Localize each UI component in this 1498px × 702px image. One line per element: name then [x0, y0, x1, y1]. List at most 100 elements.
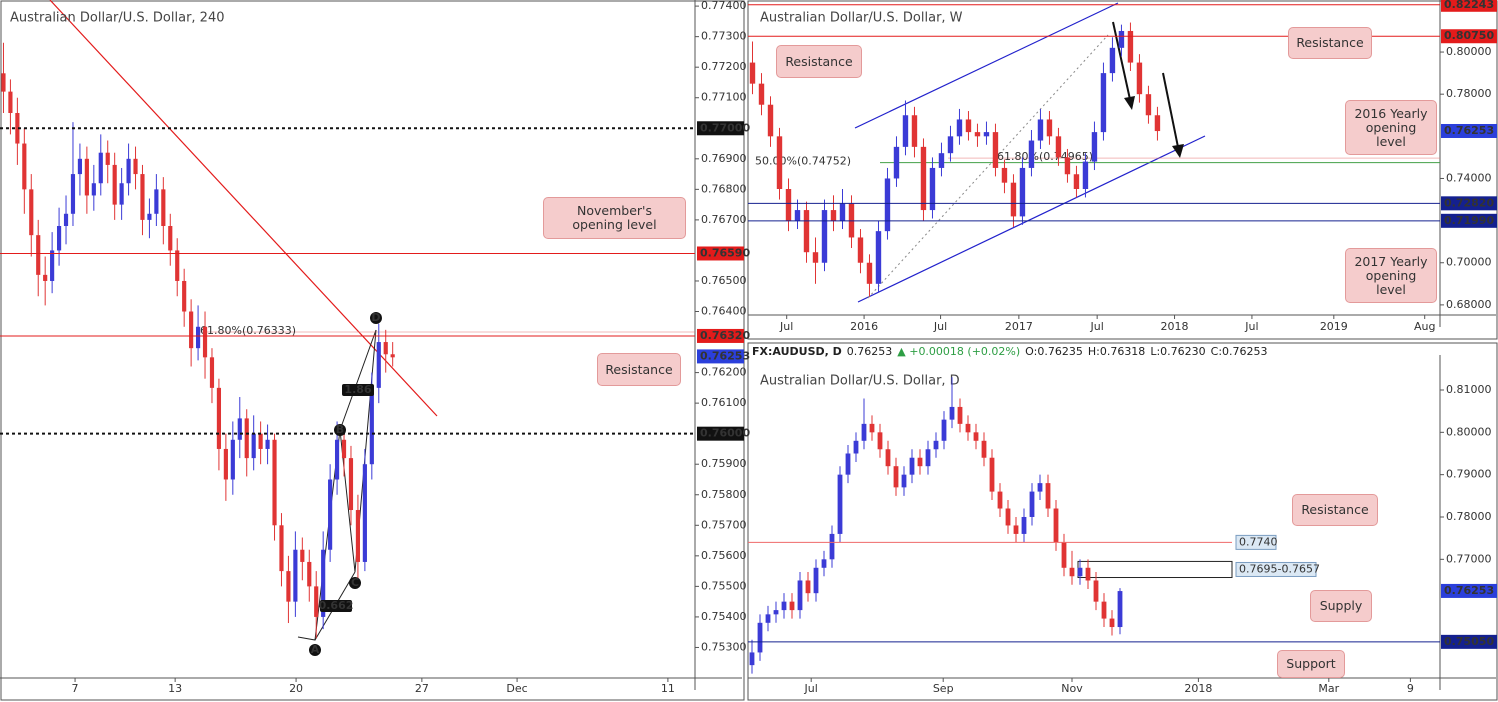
callout: 2017 Yearly opening level [1345, 248, 1437, 303]
candle-body [869, 423, 875, 433]
y-tick-label: 0.75600 [701, 549, 747, 562]
pattern-badge [349, 577, 361, 589]
y-tick-label: 0.76500 [701, 274, 747, 287]
candle-body [956, 119, 963, 137]
callout: November's opening level [543, 197, 686, 239]
candle-body [321, 549, 326, 617]
candle-body [933, 440, 939, 450]
candle-body [805, 580, 811, 594]
candle-body [1053, 508, 1059, 543]
candle-body [328, 479, 333, 550]
x-tick-label: Mar [1318, 682, 1339, 695]
candle-body [1061, 542, 1067, 568]
candle-body [974, 132, 981, 137]
level-label: 0.72820 [1444, 196, 1494, 209]
x-tick-label: 13 [168, 682, 182, 695]
candle-body [947, 136, 954, 154]
candle-body [1005, 508, 1011, 526]
candle-body [1019, 167, 1026, 217]
legend-open: O:0.76235 [1025, 345, 1083, 358]
legend-close: C:0.76253 [1211, 345, 1268, 358]
x-tick-label: 2017 [1005, 320, 1033, 333]
candle-body [202, 326, 208, 358]
candle-body [119, 183, 124, 205]
legend-last: 0.76253 [847, 345, 893, 358]
candle-body [857, 237, 864, 263]
candle-body [334, 439, 340, 480]
candle-body [126, 158, 131, 184]
y-tick-label: 0.77200 [701, 60, 747, 73]
x-tick-label: 2019 [1320, 320, 1348, 333]
candle-body [272, 439, 277, 526]
candle-body [909, 457, 915, 475]
candle-body [390, 354, 395, 358]
candle-body [776, 136, 783, 189]
pattern-label: D [371, 311, 380, 324]
level-box [1441, 634, 1497, 649]
candle-body [965, 423, 971, 433]
y-tick-label: 0.75900 [701, 457, 747, 470]
chart-title: Australian Dollar/U.S. Dollar, W [760, 11, 963, 26]
candle-body [1145, 94, 1152, 116]
y-tick-label: 0.77100 [701, 91, 747, 104]
y-tick-label: 0.76400 [701, 305, 747, 318]
x-tick-label: Sep [933, 682, 954, 695]
candle-body [875, 231, 882, 284]
candle-body [911, 115, 918, 147]
candle-body [341, 439, 347, 459]
channel-line [857, 135, 1206, 303]
candle-body [279, 525, 284, 572]
candle-body [749, 652, 755, 666]
candle-body [992, 132, 999, 168]
callout: Support [1277, 650, 1345, 678]
y-tick-label: 0.76100 [701, 396, 747, 409]
candle-body [230, 439, 235, 480]
candle-body [757, 622, 763, 653]
candle-body [50, 250, 55, 281]
candle-body [773, 610, 779, 615]
candle-body [362, 464, 367, 562]
y-tick-label: 0.76200 [701, 366, 747, 379]
candle-body [861, 423, 867, 441]
candle-body [293, 549, 298, 602]
y-tick-label: 0.81000 [1446, 383, 1492, 396]
candle-body [1045, 483, 1051, 509]
candle-body [70, 174, 76, 214]
callout: Resistance [1288, 27, 1372, 59]
chart-title: Australian Dollar/U.S. Dollar, 240 [10, 11, 225, 26]
candle-body [821, 559, 827, 568]
candle-body [1101, 601, 1107, 619]
candle-body [1055, 136, 1062, 158]
candle-body [1154, 115, 1161, 132]
candle-body [258, 433, 263, 449]
candle-body [981, 440, 987, 458]
level-box [1441, 0, 1497, 12]
legend-high: H:0.76318 [1088, 345, 1145, 358]
y-tick-label: 0.78000 [1446, 510, 1492, 523]
y-tick-label: 0.74000 [1446, 171, 1492, 184]
candle-body [925, 449, 931, 467]
arrow [1162, 72, 1180, 153]
candle-body [758, 83, 765, 105]
candle-body [813, 567, 819, 594]
candle-body [749, 62, 756, 84]
candle-body [237, 418, 242, 440]
y-tick-label: 0.77300 [701, 30, 747, 43]
candle-body [1118, 30, 1125, 48]
candle-body [1091, 132, 1098, 162]
candle-body [997, 491, 1003, 509]
pattern-label: 1.86 [344, 383, 371, 396]
callout: Resistance [597, 353, 681, 386]
candle-body [189, 311, 194, 349]
candle-body [1109, 47, 1116, 74]
candle-body [216, 387, 222, 449]
candle-body [830, 210, 837, 221]
y-tick-label: 0.78000 [1446, 87, 1492, 100]
level-label: 0.77000 [700, 121, 750, 134]
x-tick-label: 11 [661, 682, 675, 695]
y-tick-label: 0.70000 [1446, 256, 1492, 269]
candle-body [1037, 483, 1043, 492]
supply-zone [1077, 560, 1233, 579]
x-tick-label: 20 [289, 682, 303, 695]
